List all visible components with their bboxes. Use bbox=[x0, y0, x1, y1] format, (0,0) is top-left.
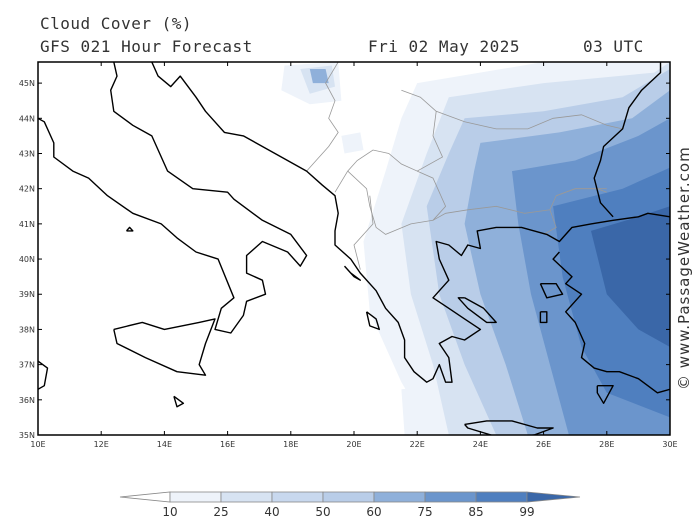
country-border bbox=[306, 62, 339, 172]
country-borders bbox=[306, 62, 623, 270]
cloud-area-60 bbox=[309, 69, 329, 84]
lat-tick-label: 36N bbox=[19, 396, 35, 405]
lat-tick-label: 37N bbox=[19, 361, 35, 370]
lat-tick-label: 35N bbox=[19, 431, 35, 440]
country-border bbox=[543, 209, 557, 235]
colorbar-label: 75 bbox=[417, 505, 432, 519]
coastline bbox=[0, 154, 25, 210]
coastline bbox=[173, 395, 185, 408]
lat-tick-label: 45N bbox=[19, 79, 35, 88]
coastline bbox=[38, 62, 308, 334]
colorbar-segment bbox=[220, 491, 273, 503]
lon-tick-label: 24E bbox=[473, 440, 488, 449]
colorbar-label: 25 bbox=[213, 505, 228, 519]
map-title: Cloud Cover (%) bbox=[40, 14, 192, 33]
lon-tick-label: 16E bbox=[220, 440, 235, 449]
lon-tick-label: 14E bbox=[157, 440, 172, 449]
latitude-ticks: 35N 36N 37N 38N 39N 40N 41N 42N 43N 44N 45N bbox=[19, 79, 670, 440]
lat-tick-label: 42N bbox=[19, 185, 35, 194]
colorbar-segment bbox=[322, 491, 375, 503]
country-border bbox=[556, 188, 607, 197]
cloud-layer bbox=[281, 62, 670, 435]
country-border bbox=[417, 170, 447, 221]
lat-tick-label: 40N bbox=[19, 255, 35, 264]
lat-tick-label: 38N bbox=[19, 325, 35, 334]
colorbar-segment bbox=[373, 491, 426, 503]
lon-tick-label: 26E bbox=[536, 440, 551, 449]
coastline bbox=[151, 62, 670, 383]
coastline bbox=[539, 283, 564, 299]
lon-tick-label: 18E bbox=[283, 440, 298, 449]
lat-tick-label: 44N bbox=[19, 114, 35, 123]
colorbar-label: 60 bbox=[366, 505, 381, 519]
country-border bbox=[436, 110, 623, 130]
forecast-time: 03 UTC bbox=[583, 37, 644, 56]
coastline bbox=[38, 360, 49, 390]
colorbar-segment bbox=[475, 491, 528, 503]
lon-tick-label: 10E bbox=[30, 440, 45, 449]
country-border bbox=[353, 195, 374, 270]
coastline bbox=[552, 251, 670, 394]
forecast-subtitle: GFS 021 Hour Forecast bbox=[40, 37, 253, 56]
forecast-date: Fri 02 May 2025 bbox=[368, 37, 520, 56]
lon-tick-label: 12E bbox=[94, 440, 109, 449]
coastline bbox=[596, 385, 614, 404]
colorbar-label: 10 bbox=[162, 505, 177, 519]
colorbar: 10 25 40 50 60 75 85 99 bbox=[119, 491, 581, 519]
coastline bbox=[593, 62, 662, 218]
colorbar-arrow-right bbox=[526, 491, 581, 503]
lat-tick-label: 43N bbox=[19, 149, 35, 158]
cloud-area-99 bbox=[591, 206, 670, 347]
lon-tick-label: 20E bbox=[346, 440, 361, 449]
coastlines bbox=[0, 62, 670, 435]
coastline bbox=[343, 265, 361, 281]
colorbar-label: 99 bbox=[519, 505, 534, 519]
coastline bbox=[113, 318, 216, 376]
lon-tick-label: 28E bbox=[599, 440, 614, 449]
coastline bbox=[125, 226, 134, 232]
country-border bbox=[334, 89, 444, 193]
lat-tick-label: 39N bbox=[19, 290, 35, 299]
colorbar-label: 85 bbox=[468, 505, 483, 519]
lon-tick-label: 22E bbox=[410, 440, 425, 449]
colorbar-segment bbox=[271, 491, 324, 503]
longitude-ticks: 10E 12E 14E 16E 18E 20E 22E 24E 26E 28E 30E bbox=[30, 62, 678, 449]
cloud-area-10 bbox=[401, 385, 449, 435]
colorbar-segment bbox=[424, 491, 477, 503]
lat-tick-label: 41N bbox=[19, 220, 35, 229]
copyright-text: © www.PassageWeather.com bbox=[675, 146, 693, 390]
cloud-area-10 bbox=[341, 132, 364, 154]
colorbar-segment bbox=[169, 491, 222, 503]
colorbar-arrow-left bbox=[119, 491, 171, 503]
coastline bbox=[464, 420, 554, 435]
lon-tick-label: 30E bbox=[662, 440, 677, 449]
coastline bbox=[457, 297, 497, 324]
coastline bbox=[365, 311, 380, 331]
colorbar-label: 40 bbox=[264, 505, 279, 519]
coastline bbox=[539, 311, 548, 324]
colorbar-label: 50 bbox=[315, 505, 330, 519]
